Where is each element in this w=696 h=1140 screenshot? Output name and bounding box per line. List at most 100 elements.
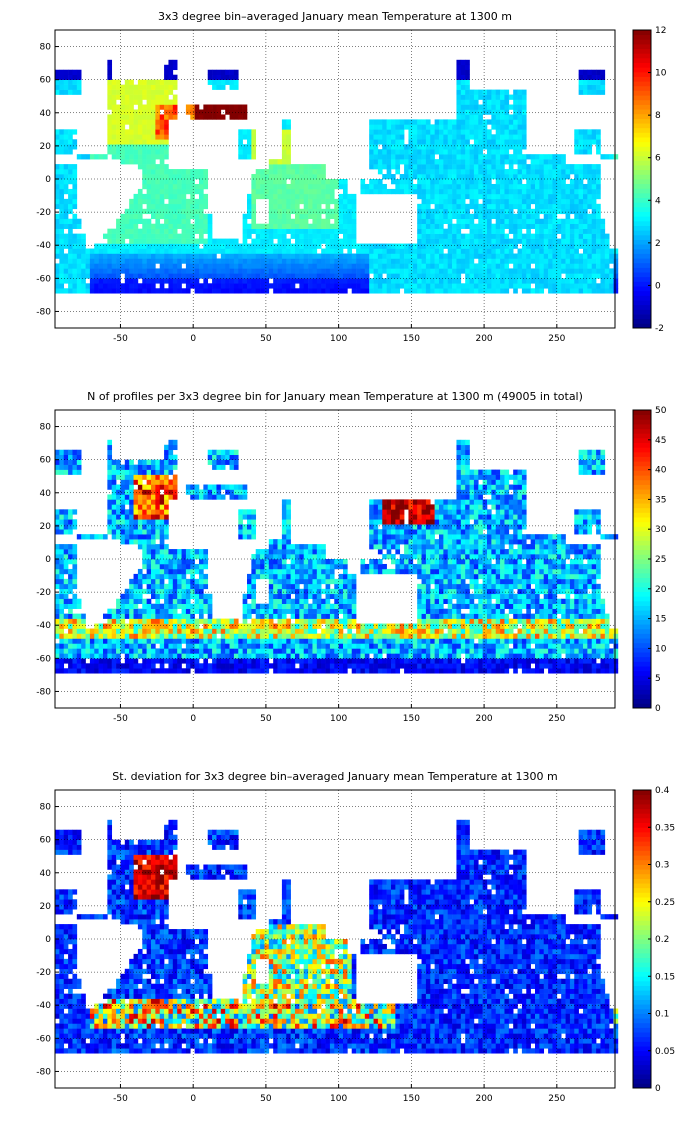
heatmap-cell xyxy=(116,603,121,609)
heatmap-cell xyxy=(465,159,470,165)
heatmap-cell xyxy=(316,268,322,274)
heatmap-cell xyxy=(316,179,322,185)
heatmap-cell xyxy=(177,633,182,639)
heatmap-cell xyxy=(251,563,257,570)
heatmap-cell xyxy=(55,253,60,259)
heatmap-cell xyxy=(565,248,571,254)
heatmap-cell xyxy=(59,288,65,294)
heatmap-cell xyxy=(199,203,204,210)
heatmap-cell xyxy=(478,253,483,259)
heatmap-cell xyxy=(268,283,274,289)
heatmap-cell xyxy=(587,134,593,140)
heatmap-cell xyxy=(216,263,222,269)
heatmap-cell xyxy=(247,608,252,614)
heatmap-cell xyxy=(281,159,287,165)
heatmap-cell xyxy=(159,233,165,239)
heatmap-cell xyxy=(439,124,444,130)
heatmap-cell xyxy=(452,263,457,269)
heatmap-cell xyxy=(591,179,597,185)
heatmap-cell xyxy=(107,268,113,274)
heatmap-cell xyxy=(142,109,147,115)
heatmap-cell xyxy=(194,583,200,590)
heatmap-cell xyxy=(281,213,287,220)
heatmap-cell xyxy=(491,203,497,210)
heatmap-cell xyxy=(212,668,217,674)
colorbar-tick-label: 2 xyxy=(655,239,661,249)
heatmap-cell xyxy=(229,454,235,460)
heatmap-cell xyxy=(177,643,182,649)
heatmap-cell xyxy=(465,84,470,90)
heatmap-cell xyxy=(59,588,65,595)
heatmap-cell xyxy=(495,273,501,279)
heatmap-cell xyxy=(268,164,274,170)
heatmap-cell xyxy=(260,663,265,669)
heatmap-cell xyxy=(604,258,610,264)
heatmap-cell xyxy=(247,529,252,535)
heatmap-cell xyxy=(164,514,169,520)
heatmap-cell xyxy=(55,469,60,475)
heatmap-cell xyxy=(338,273,344,279)
heatmap-cell xyxy=(487,164,492,170)
heatmap-cell xyxy=(146,283,152,289)
heatmap-cell xyxy=(364,278,370,284)
heatmap-cell xyxy=(129,459,134,465)
heatmap-cell xyxy=(281,154,287,160)
heatmap-cell xyxy=(142,504,147,510)
heatmap-cell xyxy=(447,124,453,130)
heatmap-cell xyxy=(124,109,130,115)
heatmap-cell xyxy=(434,164,440,170)
heatmap-cell xyxy=(591,164,597,170)
heatmap-cell xyxy=(504,233,510,239)
heatmap-cell xyxy=(194,598,200,604)
heatmap-cell xyxy=(456,89,462,95)
heatmap-cell xyxy=(487,273,492,279)
heatmap-cell xyxy=(146,504,152,510)
heatmap-cell xyxy=(124,509,130,515)
heatmap-cell xyxy=(68,554,73,560)
heatmap-cell xyxy=(124,539,130,545)
heatmap-cell xyxy=(225,79,230,85)
heatmap-cell xyxy=(434,238,440,244)
heatmap-cell xyxy=(146,554,152,560)
heatmap-cell xyxy=(216,104,222,110)
heatmap-cell xyxy=(343,208,348,215)
heatmap-cell xyxy=(264,228,270,234)
heatmap-cell xyxy=(583,198,588,205)
heatmap-cell xyxy=(264,608,270,614)
heatmap-cell xyxy=(364,188,370,195)
heatmap-cell xyxy=(107,79,113,85)
heatmap-cell xyxy=(168,554,174,560)
heatmap-cell xyxy=(417,228,422,234)
heatmap-cell xyxy=(456,238,462,244)
heatmap-cell xyxy=(439,218,444,224)
heatmap-cell xyxy=(565,193,571,200)
heatmap-cell xyxy=(465,164,470,170)
heatmap-cell xyxy=(587,74,593,80)
heatmap-cell xyxy=(316,223,322,229)
heatmap-cell xyxy=(325,203,331,210)
heatmap-cell xyxy=(316,183,322,190)
heatmap-cell xyxy=(168,69,174,75)
heatmap-cell xyxy=(338,243,344,249)
heatmap-cell xyxy=(482,164,488,170)
heatmap-cell xyxy=(530,268,536,274)
heatmap-cell xyxy=(59,263,65,269)
heatmap-cell xyxy=(172,288,178,294)
heatmap-cell xyxy=(181,648,187,654)
heatmap-cell xyxy=(377,283,383,289)
heatmap-cell xyxy=(417,124,422,130)
heatmap-cell xyxy=(456,164,462,170)
heatmap-cell xyxy=(107,243,113,249)
heatmap-cell xyxy=(316,243,322,249)
heatmap-cell xyxy=(491,134,497,140)
heatmap-cell xyxy=(316,263,322,269)
heatmap-cell xyxy=(552,248,558,254)
heatmap-cell xyxy=(247,208,252,215)
heatmap-cell xyxy=(203,258,209,264)
heatmap-cell xyxy=(290,253,296,259)
heatmap-cell xyxy=(596,203,601,210)
heatmap-cell xyxy=(220,449,226,455)
heatmap-cell xyxy=(181,243,187,249)
heatmap-cell xyxy=(63,169,69,175)
heatmap-cell xyxy=(247,258,252,264)
